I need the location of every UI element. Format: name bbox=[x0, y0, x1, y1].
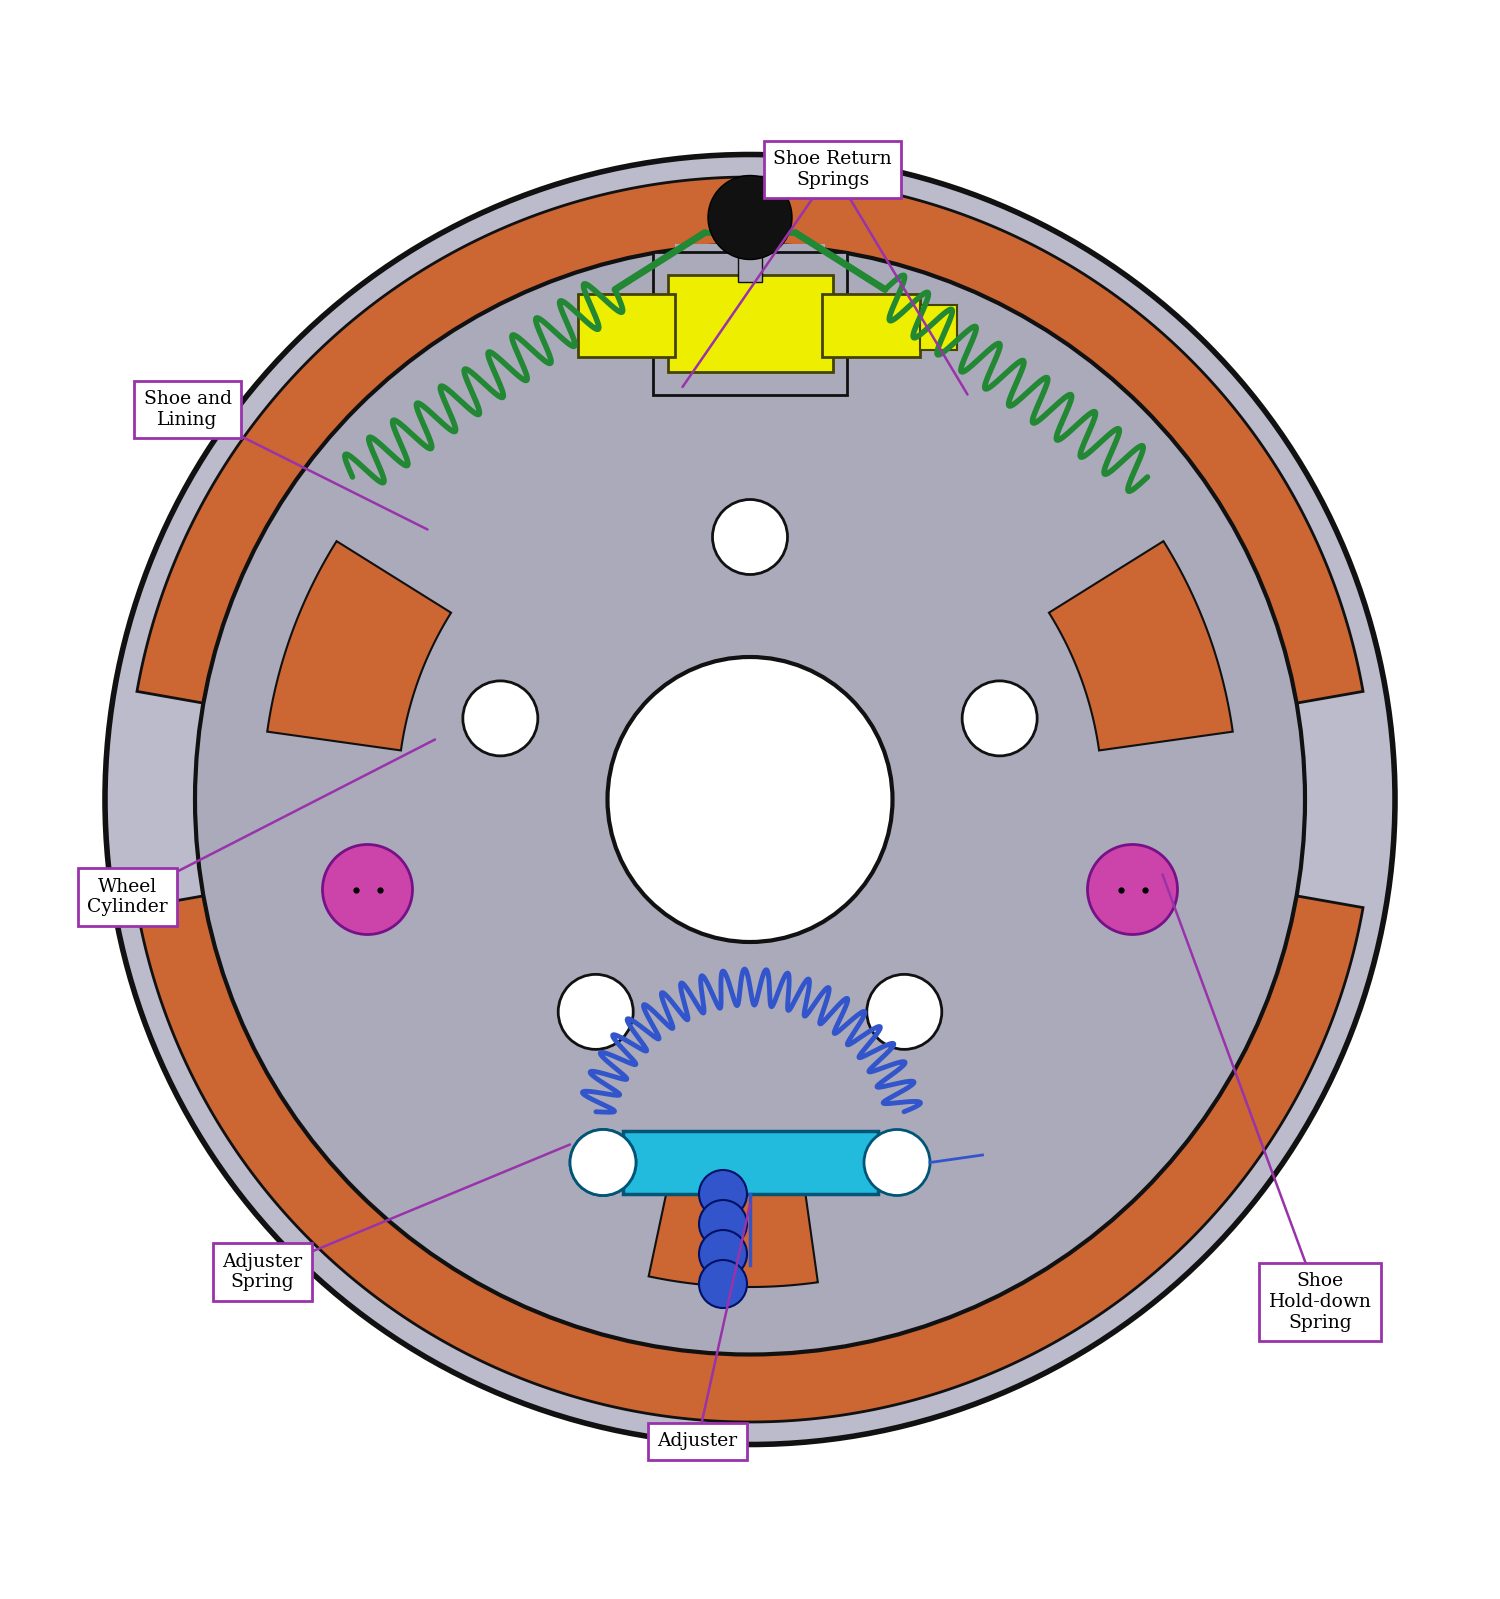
Polygon shape bbox=[267, 540, 452, 750]
Text: Shoe and
Lining: Shoe and Lining bbox=[144, 390, 231, 429]
Text: Shoe Return
Springs: Shoe Return Springs bbox=[772, 150, 892, 189]
Circle shape bbox=[322, 844, 413, 934]
Circle shape bbox=[699, 1170, 747, 1218]
Circle shape bbox=[708, 176, 792, 259]
Circle shape bbox=[558, 974, 633, 1049]
Bar bbox=[622, 1130, 878, 1194]
Circle shape bbox=[570, 1129, 636, 1196]
Polygon shape bbox=[136, 876, 1364, 1422]
Polygon shape bbox=[308, 350, 1192, 734]
Circle shape bbox=[712, 499, 788, 574]
Bar bbox=[738, 230, 762, 281]
Bar bbox=[578, 294, 675, 357]
Polygon shape bbox=[308, 865, 1192, 1249]
Circle shape bbox=[105, 155, 1395, 1444]
Circle shape bbox=[195, 245, 1305, 1354]
Bar bbox=[668, 275, 832, 373]
Text: Adjuster
Spring: Adjuster Spring bbox=[222, 1252, 303, 1292]
Circle shape bbox=[962, 681, 1036, 756]
Circle shape bbox=[699, 1199, 747, 1247]
Polygon shape bbox=[1048, 540, 1233, 750]
Circle shape bbox=[864, 1129, 930, 1196]
Circle shape bbox=[570, 1129, 636, 1196]
Circle shape bbox=[867, 974, 942, 1049]
Circle shape bbox=[1088, 844, 1178, 934]
Text: Adjuster: Adjuster bbox=[657, 1433, 738, 1450]
Circle shape bbox=[464, 681, 538, 756]
Bar bbox=[920, 304, 957, 350]
Text: Shoe
Hold-down
Spring: Shoe Hold-down Spring bbox=[1269, 1273, 1371, 1332]
Polygon shape bbox=[136, 177, 1364, 723]
Circle shape bbox=[699, 1260, 747, 1308]
Circle shape bbox=[699, 1230, 747, 1278]
Bar bbox=[652, 253, 847, 395]
Polygon shape bbox=[648, 1159, 818, 1287]
Bar bbox=[822, 294, 920, 357]
Text: Wheel
Cylinder: Wheel Cylinder bbox=[87, 878, 168, 916]
Circle shape bbox=[608, 657, 892, 942]
Bar bbox=[675, 245, 825, 334]
